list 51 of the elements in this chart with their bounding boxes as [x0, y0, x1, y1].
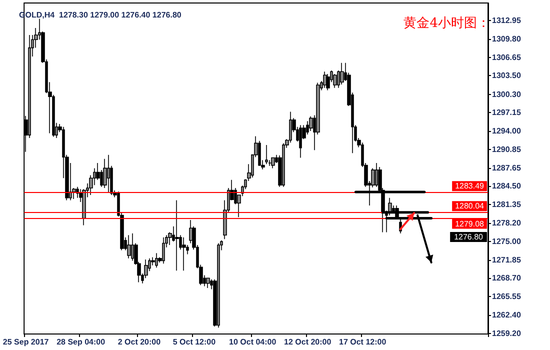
y-tick-label: 1278.20: [492, 218, 522, 228]
candlestick: [162, 237, 165, 264]
y-tick-label: 1275.00: [492, 237, 522, 246]
candlestick: [127, 234, 131, 259]
candlestick: [131, 232, 134, 262]
x-tick-label: 10 Oct 04:00: [229, 338, 277, 346]
candlestick: [340, 62, 344, 85]
candlestick: [306, 120, 309, 135]
x-tick-label: 25 Sep 2017: [2, 338, 50, 346]
x-tick-label: 12 Oct 20:00: [284, 338, 332, 346]
y-tick-label: 1281.35: [492, 200, 522, 210]
y-tick-label: 1259.20: [492, 328, 522, 338]
y-tick-label: 1297.15: [492, 108, 522, 118]
candlestick: [333, 74, 337, 88]
candlestick: [258, 140, 261, 166]
y-tick-label: 1268.70: [492, 274, 522, 283]
candlestick: [155, 252, 158, 268]
y-tick-label: 1265.55: [492, 292, 522, 301]
candlestick: [103, 158, 107, 188]
candlestick: [182, 237, 186, 271]
ref-line-label: 1279.08: [455, 219, 485, 228]
y-tick-label: 1284.50: [492, 182, 522, 191]
y-tick-label: 1303.50: [492, 71, 522, 80]
x-tick-label: 5 Oct 12:00: [172, 338, 216, 346]
candlestick: [375, 162, 378, 188]
y-tick-label: 1262.40: [492, 310, 522, 320]
ref-line-label: 1283.49: [455, 182, 485, 191]
y-tick-label: 1287.65: [492, 163, 522, 172]
candlestick: [323, 71, 327, 88]
x-tick-label: 2 Oct 20:00: [118, 338, 162, 346]
y-tick-label: 1309.80: [492, 34, 522, 44]
ref-line-label: 1280.04: [455, 202, 485, 211]
candlestick: [265, 144, 268, 165]
candlestick: [175, 200, 179, 271]
candlestick: [217, 242, 220, 328]
text: 黄金4小时图：: [404, 16, 490, 31]
y-tick-label: 1271.85: [492, 255, 522, 264]
candlestick: [271, 157, 275, 169]
candlestick: [326, 74, 330, 91]
candlestick: [107, 154, 110, 192]
y-tick-label: 1312.95: [492, 16, 522, 26]
candlestick: [299, 124, 302, 158]
y-tick-label: 1294.00: [492, 126, 522, 136]
y-tick-label: 1306.65: [492, 52, 522, 62]
x-tick-label: 28 Sep 04:00: [56, 338, 106, 346]
annotation: 1276.80: [454, 232, 484, 242]
y-tick-label: 1290.85: [492, 144, 522, 154]
y-tick-label: 1300.30: [492, 90, 522, 99]
candlestick: [206, 278, 210, 288]
x-tick-label: 17 Oct 12:00: [339, 338, 387, 346]
candlestick: [282, 142, 285, 188]
